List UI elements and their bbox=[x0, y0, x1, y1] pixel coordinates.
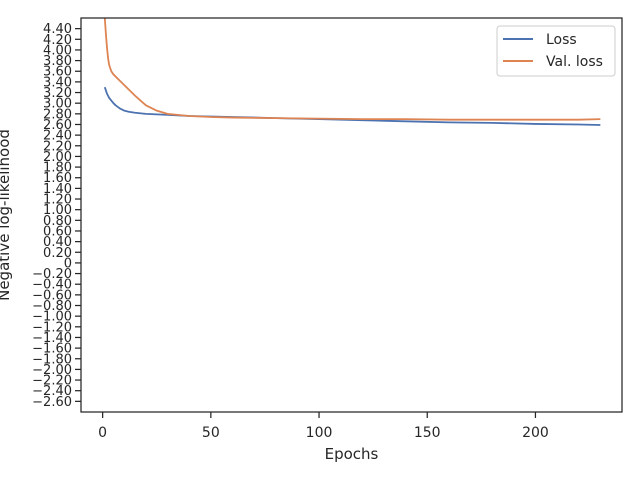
x-tick-label: 150 bbox=[414, 425, 441, 441]
legend: Loss Val. loss bbox=[496, 25, 616, 77]
y-tick-label: −1.40 bbox=[32, 331, 72, 346]
x-tick-label: 50 bbox=[202, 425, 220, 441]
y-tick-label: 2.00 bbox=[43, 150, 72, 165]
y-tick-label: −2.60 bbox=[32, 395, 72, 410]
plot-frame bbox=[80, 17, 623, 413]
y-tick-label: −1.60 bbox=[32, 342, 72, 357]
y-tick-label: −2.40 bbox=[32, 384, 72, 399]
y-tick-label: 3.40 bbox=[43, 75, 72, 90]
y-tick-label: 0.40 bbox=[43, 235, 72, 250]
y-tick-label: 2.60 bbox=[43, 118, 72, 133]
y-tick-label: 1.20 bbox=[43, 193, 72, 208]
y-tick-label: −0.20 bbox=[32, 267, 72, 282]
y-tick-label: 1.40 bbox=[43, 182, 72, 197]
series-layer bbox=[103, 17, 601, 126]
y-tick-label: −0.80 bbox=[32, 299, 72, 314]
y-tick-label: −1.20 bbox=[32, 320, 72, 335]
x-axis-label: Epochs bbox=[325, 445, 379, 463]
x-tick-label: 0 bbox=[98, 425, 107, 441]
y-tick-label: 0.80 bbox=[43, 214, 72, 229]
y-tick-label: 1.80 bbox=[43, 161, 72, 176]
y-tick-label: 3.20 bbox=[43, 86, 72, 101]
y-tick-label: 0.60 bbox=[43, 224, 72, 239]
x-axis: 0 50 100 150 200 bbox=[98, 412, 549, 441]
y-tick-label: 4.40 bbox=[43, 22, 72, 37]
series-line-1 bbox=[103, 17, 601, 121]
y-tick-label: 4.00 bbox=[43, 43, 72, 58]
y-tick-label: 2.80 bbox=[43, 107, 72, 122]
y-tick-label: 3.00 bbox=[43, 97, 72, 112]
y-tick-label: 0 bbox=[64, 256, 72, 271]
y-tick-label: 2.20 bbox=[43, 139, 72, 154]
legend-label-0: Loss bbox=[546, 32, 577, 48]
y-tick-label: −2.00 bbox=[32, 363, 72, 378]
y-tick-label: 1.00 bbox=[43, 203, 72, 218]
y-tick-label: 3.80 bbox=[43, 54, 72, 69]
legend-label-1: Val. loss bbox=[546, 54, 603, 70]
x-tick-label: 200 bbox=[522, 425, 549, 441]
y-tick-label: −2.20 bbox=[32, 374, 72, 389]
y-tick-label: −0.40 bbox=[32, 278, 72, 293]
y-tick-label: 0.20 bbox=[43, 246, 72, 261]
y-axis: −2.60−2.40−2.20−2.00−1.80−1.60−1.40−1.20… bbox=[32, 22, 81, 410]
y-tick-label: 1.60 bbox=[43, 171, 72, 186]
x-tick-label: 100 bbox=[306, 425, 333, 441]
y-tick-label: 3.60 bbox=[43, 65, 72, 80]
y-tick-label: 4.20 bbox=[43, 33, 72, 48]
y-tick-label: −0.60 bbox=[32, 288, 72, 303]
y-axis-label: Negative log-likelihood bbox=[0, 129, 13, 301]
y-tick-label: −1.80 bbox=[32, 352, 72, 367]
series-line-0 bbox=[103, 86, 601, 126]
y-tick-label: 2.40 bbox=[43, 129, 72, 144]
y-tick-label: −1.00 bbox=[32, 310, 72, 325]
